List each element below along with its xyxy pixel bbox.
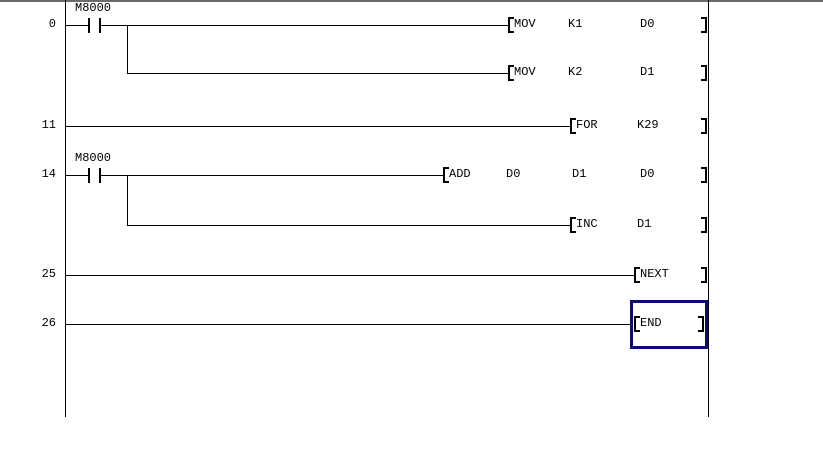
- instruction-mnemonic: NEXT: [640, 267, 669, 281]
- wire: [65, 126, 570, 127]
- right-bracket-icon: [701, 267, 707, 283]
- wire: [101, 25, 508, 26]
- wire: [65, 25, 88, 26]
- instruction-operand: K2: [568, 65, 583, 79]
- wire: [127, 225, 570, 226]
- right-bracket-icon: [698, 316, 704, 332]
- step-number: 25: [41, 267, 56, 281]
- contact-bar-icon: [99, 18, 101, 33]
- instruction-operand: D1: [572, 167, 587, 181]
- left-power-rail: [65, 0, 66, 417]
- wire: [65, 275, 634, 276]
- right-bracket-icon: [701, 17, 707, 33]
- selection-cursor[interactable]: [630, 300, 708, 349]
- instruction-operand: D0: [640, 167, 655, 181]
- left-bracket-icon: [570, 217, 576, 233]
- wire: [101, 175, 443, 176]
- instruction-mnemonic: FOR: [576, 118, 598, 132]
- instruction-mnemonic: MOV: [514, 17, 536, 31]
- window-top-edge: [0, 0, 823, 2]
- instruction-operand: D1: [637, 217, 652, 231]
- right-bracket-icon: [701, 65, 707, 81]
- instruction-operand: K29: [637, 118, 659, 132]
- right-bracket-icon: [701, 217, 707, 233]
- instruction-operand: D0: [506, 167, 521, 181]
- step-number: 0: [48, 17, 56, 31]
- right-bracket-icon: [701, 167, 707, 183]
- left-bracket-icon: [634, 316, 640, 332]
- step-number: 14: [41, 167, 56, 181]
- branch-wire: [127, 175, 128, 226]
- left-bracket-icon: [508, 17, 514, 33]
- instruction-operand: D0: [640, 17, 655, 31]
- branch-wire: [127, 25, 128, 74]
- wire: [65, 324, 630, 325]
- left-bracket-icon: [443, 167, 449, 183]
- contact-bar-icon: [88, 168, 90, 183]
- wire: [127, 73, 508, 74]
- left-bracket-icon: [634, 267, 640, 283]
- instruction-mnemonic: END: [640, 316, 662, 330]
- contact-bar-icon: [88, 18, 90, 33]
- left-bracket-icon: [570, 118, 576, 134]
- step-number: 26: [41, 316, 56, 330]
- contact-label: M8000: [75, 1, 112, 15]
- instruction-mnemonic: INC: [576, 217, 598, 231]
- contact-label: M8000: [75, 151, 112, 165]
- instruction-operand: D1: [640, 65, 655, 79]
- instruction-mnemonic: ADD: [449, 167, 471, 181]
- instruction-mnemonic: MOV: [514, 65, 536, 79]
- contact-bar-icon: [99, 168, 101, 183]
- right-power-rail: [708, 0, 709, 417]
- instruction-operand: K1: [568, 17, 583, 31]
- wire: [65, 175, 88, 176]
- step-number: 11: [41, 118, 56, 132]
- left-bracket-icon: [508, 65, 514, 81]
- right-bracket-icon: [701, 118, 707, 134]
